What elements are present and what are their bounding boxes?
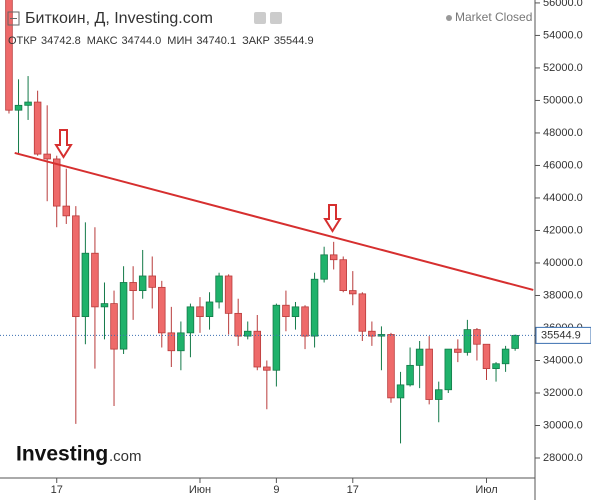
candle-body xyxy=(473,329,481,345)
candle-body xyxy=(224,275,233,314)
candle-body xyxy=(110,303,118,350)
candle-body xyxy=(91,252,99,308)
y-tick-label: 34000.0 xyxy=(543,354,583,366)
candle-body xyxy=(5,0,13,111)
candle-body xyxy=(62,205,71,217)
candle-body xyxy=(43,153,51,160)
candle-body xyxy=(119,282,128,350)
candle-body xyxy=(463,329,472,353)
candle-body xyxy=(234,312,242,337)
trend-line xyxy=(14,151,534,291)
candle-body xyxy=(243,330,252,337)
ohlc-label: ЗАКР xyxy=(242,35,270,47)
fullscreen-icon[interactable] xyxy=(270,12,282,24)
candle-body xyxy=(349,290,357,295)
candle-body xyxy=(425,348,433,400)
candle-body xyxy=(387,334,395,399)
candle-body xyxy=(329,254,338,261)
ohlc-value: 35544.9 xyxy=(274,35,314,47)
candle-body xyxy=(100,303,109,308)
market-status: Market Closed xyxy=(455,10,532,24)
candle-body xyxy=(358,293,367,332)
candle-body xyxy=(482,343,491,370)
y-tick-label: 54000.0 xyxy=(543,29,583,41)
candle-body xyxy=(396,384,405,399)
candle-body xyxy=(52,158,61,207)
x-tick-label: 17 xyxy=(347,484,359,496)
candle-body xyxy=(138,275,147,292)
candle-body xyxy=(33,101,42,155)
candle-body xyxy=(291,306,300,318)
candle-body xyxy=(320,254,328,280)
y-tick-label: 32000.0 xyxy=(543,387,583,399)
x-tick-label: 17 xyxy=(51,484,63,496)
title: Биткоин, Д, Investing.com xyxy=(25,10,213,27)
candle-body xyxy=(14,104,23,111)
ohlc-label: ОТКР xyxy=(8,35,37,47)
candle-body xyxy=(186,306,195,334)
candle-body xyxy=(263,366,271,371)
last-price-box xyxy=(535,326,591,344)
candle-body xyxy=(177,332,185,352)
y-tick-label: 56000.0 xyxy=(543,0,583,9)
candle-body xyxy=(511,334,519,349)
y-tick-label: 42000.0 xyxy=(543,224,583,236)
header: Биткоин, Д, Investing.com Market Closed … xyxy=(7,10,532,47)
candle-body xyxy=(454,348,462,353)
candle-body xyxy=(301,306,309,337)
y-tick-label: 48000.0 xyxy=(543,127,583,139)
candle-body xyxy=(434,389,443,400)
candle-body xyxy=(406,364,414,386)
status-dot xyxy=(446,15,452,21)
x-tick-label: 9 xyxy=(273,484,279,496)
candle-body xyxy=(148,275,156,288)
candle-body xyxy=(158,286,166,334)
candle-body xyxy=(253,330,262,368)
last-price-label: 35544.9 xyxy=(541,329,581,341)
candle-body xyxy=(81,252,90,318)
candle-body xyxy=(129,282,137,292)
y-tick-label: 44000.0 xyxy=(543,192,583,204)
candle-body xyxy=(339,259,347,292)
y-tick-label: 38000.0 xyxy=(543,289,583,301)
candle-body xyxy=(415,348,424,366)
y-tick-label: 52000.0 xyxy=(543,62,583,74)
candle-body xyxy=(215,275,223,303)
x-tick-label: Июл xyxy=(475,484,497,496)
y-tick-label: 30000.0 xyxy=(543,419,583,431)
ohlc-value: 34744.0 xyxy=(122,35,162,47)
y-tick-label: 28000.0 xyxy=(543,452,583,464)
candle-body xyxy=(196,306,204,318)
candle-body xyxy=(282,304,290,318)
ohlc-value: 34742.8 xyxy=(41,35,81,47)
plot-area xyxy=(0,0,535,444)
candle-body xyxy=(205,301,214,318)
ohlc-label: МАКС xyxy=(87,35,118,47)
logo: Investing xyxy=(16,443,108,466)
candle-body xyxy=(501,348,510,365)
arrow xyxy=(54,129,342,233)
settings-icon[interactable] xyxy=(254,12,266,24)
menu-icon xyxy=(7,11,20,26)
ohlc-row: ОТКР 34742.8 МАКС 34744.0 МИН 34740.1 ЗАКР 3554… xyxy=(8,35,314,47)
y-tick-label: 46000.0 xyxy=(543,159,583,171)
y-tick-label: 40000.0 xyxy=(543,257,583,269)
candle-body xyxy=(310,278,319,337)
candle-body xyxy=(24,101,32,106)
y-tick-label: 50000.0 xyxy=(543,94,583,106)
candle-body xyxy=(444,348,453,391)
candle-body xyxy=(492,363,500,370)
ohlc-value: 34740.1 xyxy=(196,35,236,47)
candle-body xyxy=(368,330,376,337)
logo-suffix: .com xyxy=(109,448,142,465)
candle-body xyxy=(272,304,281,371)
candle-body xyxy=(72,215,80,318)
ohlc-label: МИН xyxy=(167,35,192,47)
candle-body xyxy=(167,332,176,352)
x-tick-label: Июн xyxy=(189,484,211,496)
